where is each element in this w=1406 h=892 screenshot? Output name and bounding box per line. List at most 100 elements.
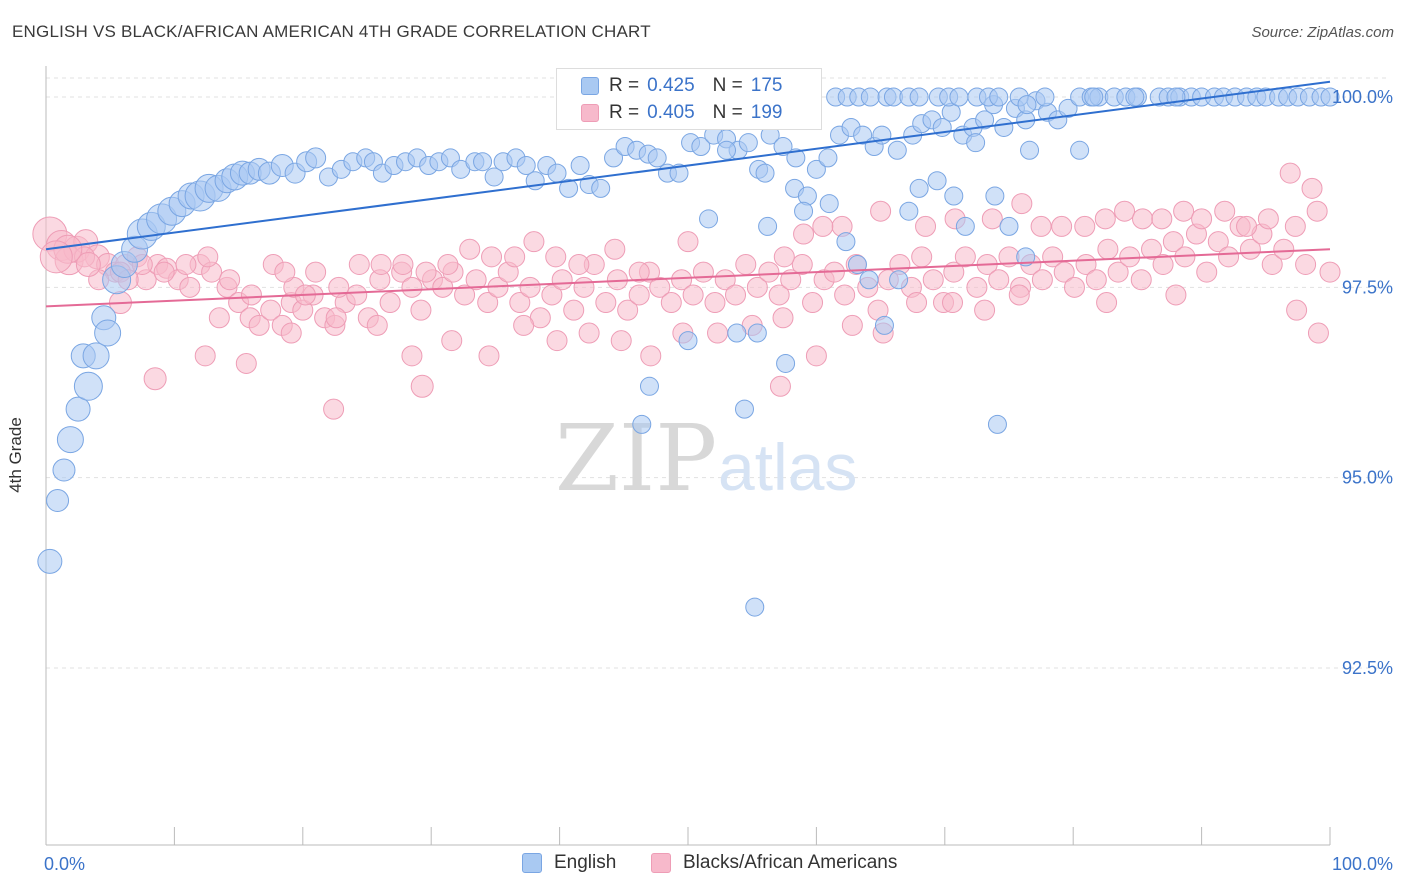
data-point-black <box>1307 322 1329 344</box>
data-point-black <box>1063 276 1085 298</box>
r-value-english: 0.425 <box>647 75 695 96</box>
data-point-english <box>570 156 590 176</box>
data-point-black <box>671 269 693 291</box>
data-point-english <box>1058 98 1078 118</box>
data-point-english <box>94 319 122 347</box>
data-point-english <box>1125 87 1145 107</box>
data-point-black <box>714 269 736 291</box>
data-point-black <box>1085 269 1107 291</box>
data-point-black <box>707 322 729 344</box>
data-point-black <box>477 292 499 314</box>
legend-item-english[interactable]: English <box>522 852 616 874</box>
r-label: R = <box>609 75 640 96</box>
data-point-black <box>677 231 699 253</box>
data-point-english <box>734 399 754 419</box>
data-point-black <box>366 314 388 336</box>
data-point-black <box>240 284 262 306</box>
data-point-black <box>802 292 824 314</box>
english-legend-swatch <box>522 853 542 873</box>
legend-item-black[interactable]: Blacks/African Americans <box>651 852 897 874</box>
data-point-english <box>989 87 1009 107</box>
data-point-black <box>1053 261 1075 283</box>
data-point-black <box>437 253 459 275</box>
data-point-english <box>632 414 652 434</box>
data-point-black <box>410 374 434 398</box>
data-point-black <box>379 292 401 314</box>
data-point-english <box>944 186 964 206</box>
data-point-black <box>1273 238 1295 260</box>
x-tick-label-max: 100.0% <box>1332 854 1393 874</box>
data-point-english <box>647 148 667 168</box>
data-point-black <box>773 246 795 268</box>
data-point-english <box>1017 95 1037 115</box>
legend-label-black: Blacks/African Americans <box>683 852 898 873</box>
n-value-black: 199 <box>750 102 783 123</box>
data-point-english <box>516 156 536 176</box>
data-point-black <box>578 322 600 344</box>
legend-row-black: R = 0.405 N = 199 <box>581 100 782 126</box>
data-point-black <box>922 269 944 291</box>
data-point-english <box>747 323 767 343</box>
y-tick-label: 95.0% <box>1342 468 1393 488</box>
data-point-black <box>1130 269 1152 291</box>
data-point-english <box>1084 87 1104 107</box>
data-point-black <box>1196 261 1218 283</box>
data-point-black <box>513 314 535 336</box>
trend-line-english <box>45 80 1331 251</box>
correlation-legend: R = 0.425 N = 175 R = 0.405 N = 199 <box>556 68 822 130</box>
data-point-english <box>776 353 796 373</box>
data-point-english <box>473 152 493 172</box>
data-point-black <box>179 276 201 298</box>
data-point-black <box>628 261 650 283</box>
chart-title: ENGLISH VS BLACK/AFRICAN AMERICAN 4TH GR… <box>12 22 651 41</box>
data-point-black <box>1151 208 1173 230</box>
data-point-black <box>1107 261 1129 283</box>
data-point-black <box>768 284 790 306</box>
data-point-english <box>909 87 929 107</box>
data-point-black <box>481 246 503 268</box>
data-point-english <box>591 178 611 198</box>
data-point-black <box>1257 208 1279 230</box>
data-point-english <box>1020 140 1040 160</box>
data-point-english <box>899 201 919 221</box>
data-point-english <box>37 548 63 574</box>
data-point-english <box>806 159 826 179</box>
data-point-black <box>834 284 856 306</box>
data-point-english <box>819 194 839 214</box>
data-point-english <box>966 133 986 153</box>
data-point-english <box>987 414 1007 434</box>
data-point-black <box>841 314 863 336</box>
data-point-black <box>1306 200 1328 222</box>
data-point-black <box>805 345 827 367</box>
data-point-english <box>955 216 975 236</box>
chart-source: Source: ZipAtlas.com <box>1251 24 1394 41</box>
data-point-english <box>985 186 1005 206</box>
data-point-black <box>746 276 768 298</box>
data-point-english <box>669 163 689 183</box>
data-point-english <box>999 216 1019 236</box>
data-point-black <box>370 253 392 275</box>
data-point-english <box>1070 140 1090 160</box>
data-point-black <box>197 246 219 268</box>
data-point-black <box>1236 215 1258 237</box>
data-point-black <box>725 284 747 306</box>
data-point-english <box>65 396 91 422</box>
data-point-black <box>219 269 241 291</box>
data-point-english <box>73 371 103 401</box>
data-point-english <box>678 331 698 351</box>
y-tick-label: 97.5% <box>1342 277 1393 297</box>
data-point-black <box>248 314 270 336</box>
data-point-english <box>1016 247 1036 267</box>
data-point-black <box>519 276 541 298</box>
data-point-black <box>1011 193 1033 215</box>
data-point-english <box>818 148 838 168</box>
data-point-black <box>194 345 216 367</box>
data-point-english <box>758 216 778 236</box>
data-point-black <box>617 299 639 321</box>
data-point-english <box>773 136 793 156</box>
data-point-black <box>1094 208 1116 230</box>
data-point-english <box>639 376 659 396</box>
data-point-english <box>927 171 947 191</box>
series-legend: English Blacks/African Americans <box>0 850 1406 878</box>
y-tick-label: 92.5% <box>1342 658 1393 678</box>
